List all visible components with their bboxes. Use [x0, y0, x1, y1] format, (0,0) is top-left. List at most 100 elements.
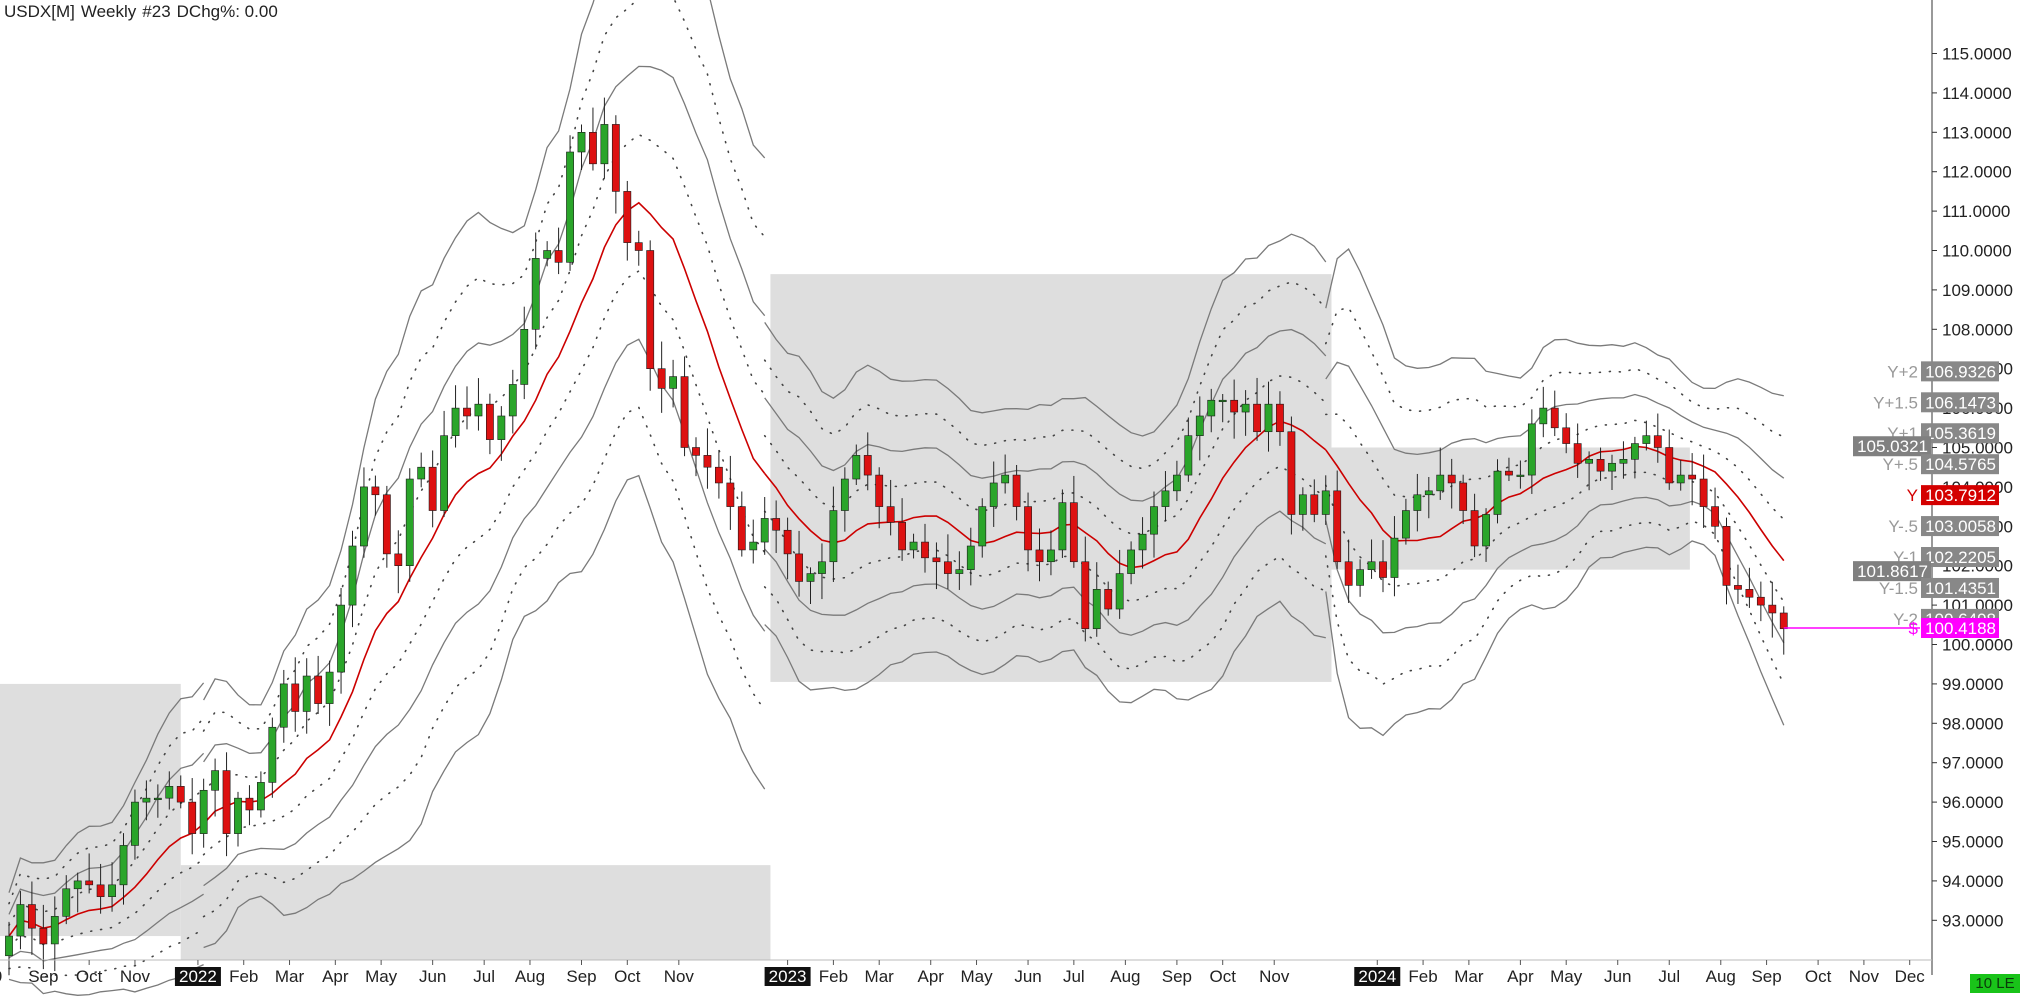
candle[interactable] [1688, 453, 1697, 506]
candle[interactable] [1218, 393, 1227, 423]
candle[interactable] [153, 784, 162, 818]
candle[interactable] [73, 872, 82, 913]
month-label[interactable]: May [960, 967, 993, 986]
candle[interactable] [1241, 390, 1250, 436]
candle[interactable] [405, 468, 414, 582]
candle[interactable] [726, 455, 735, 530]
candle[interactable] [360, 467, 368, 558]
candle[interactable] [27, 881, 36, 955]
candle[interactable] [1264, 381, 1273, 452]
candle[interactable] [211, 758, 219, 817]
candle[interactable] [760, 497, 769, 555]
candle[interactable] [1699, 454, 1708, 528]
candle[interactable] [291, 657, 300, 732]
candle[interactable] [703, 428, 712, 489]
candle[interactable] [142, 780, 151, 821]
candle[interactable] [886, 479, 895, 536]
candle[interactable] [909, 533, 918, 559]
candle[interactable] [1470, 493, 1479, 558]
candle[interactable] [1310, 479, 1319, 523]
candle[interactable] [554, 227, 563, 275]
candle[interactable] [966, 527, 975, 586]
candle[interactable] [669, 359, 677, 408]
candle[interactable] [497, 406, 506, 461]
candle[interactable] [989, 461, 998, 527]
candle[interactable] [62, 875, 71, 925]
candle[interactable] [451, 385, 460, 448]
candle[interactable] [852, 444, 861, 485]
price-tick-label[interactable]: 109.0000 [1942, 281, 2013, 300]
candle[interactable] [1115, 549, 1124, 619]
candle[interactable] [737, 491, 746, 557]
candle[interactable] [485, 393, 494, 455]
candle[interactable] [1424, 477, 1433, 519]
candlesticks[interactable] [5, 97, 1788, 976]
month-label[interactable]: Oct [1209, 967, 1236, 986]
candle[interactable] [1081, 536, 1090, 642]
candle[interactable] [39, 904, 48, 970]
candle[interactable] [863, 432, 872, 491]
candle[interactable] [1779, 606, 1788, 655]
candle[interactable] [955, 551, 964, 590]
month-label[interactable]: Sep [28, 967, 58, 986]
candle[interactable] [749, 519, 758, 564]
month-label[interactable]: Jun [1604, 967, 1631, 986]
month-label[interactable]: Aug [1110, 967, 1140, 986]
month-label[interactable]: Nov [664, 967, 695, 986]
symbol-label[interactable]: USDX[M] [4, 2, 75, 21]
candle[interactable] [428, 450, 437, 528]
candle[interactable] [921, 523, 929, 573]
candle[interactable] [337, 587, 345, 694]
candle[interactable] [256, 771, 265, 818]
candle[interactable] [1127, 541, 1135, 585]
candle[interactable] [382, 485, 391, 568]
month-label[interactable]: Feb [819, 967, 848, 986]
month-label[interactable]: Jul [1063, 967, 1085, 986]
candle[interactable] [978, 498, 987, 558]
candle[interactable] [1711, 487, 1719, 539]
candle[interactable] [1505, 457, 1513, 482]
month-label[interactable]: Jun [1014, 967, 1041, 986]
candle[interactable] [692, 437, 700, 477]
candle[interactable] [165, 771, 174, 810]
year-label[interactable]: 2023 [769, 967, 807, 986]
price-tick-label[interactable]: 93.0000 [1942, 911, 2003, 930]
candle[interactable] [119, 833, 128, 905]
candle[interactable] [50, 896, 59, 972]
price-tick-label[interactable]: 108.0000 [1942, 320, 2013, 339]
candle[interactable] [1001, 454, 1010, 494]
candle[interactable] [932, 542, 941, 590]
candle[interactable] [714, 450, 723, 499]
candle[interactable] [474, 378, 483, 431]
candle[interactable] [783, 517, 792, 580]
month-label[interactable]: Feb [229, 967, 258, 986]
candle[interactable] [108, 862, 116, 912]
candle[interactable] [1104, 581, 1113, 616]
candle[interactable] [394, 530, 403, 594]
candle[interactable] [268, 717, 277, 798]
candle[interactable] [1035, 528, 1044, 582]
price-tick-label[interactable]: 95.0000 [1942, 833, 2003, 852]
candle[interactable] [600, 97, 609, 179]
candle[interactable] [1447, 458, 1456, 509]
candle[interactable] [589, 107, 597, 171]
candle[interactable] [199, 778, 208, 848]
month-label[interactable]: Nov [120, 967, 151, 986]
candle[interactable] [1207, 388, 1216, 433]
candle[interactable] [840, 467, 849, 532]
candle[interactable] [1653, 413, 1662, 463]
price-tick-label[interactable]: 97.0000 [1942, 754, 2003, 773]
candle[interactable] [1573, 423, 1582, 478]
candle[interactable] [634, 230, 643, 266]
month-label[interactable]: Feb [1408, 967, 1437, 986]
candle[interactable] [806, 567, 815, 604]
timeframe-label[interactable]: Weekly [80, 2, 137, 21]
month-label[interactable]: Mar [865, 967, 895, 986]
candle[interactable] [1516, 460, 1525, 489]
candle[interactable] [1024, 492, 1032, 572]
year-label[interactable]: 2022 [179, 967, 217, 986]
candle[interactable] [1333, 470, 1342, 569]
candle[interactable] [1539, 386, 1548, 438]
month-label[interactable]: Aug [515, 967, 545, 986]
corner-button[interactable]: 10 LE [1970, 974, 2020, 993]
